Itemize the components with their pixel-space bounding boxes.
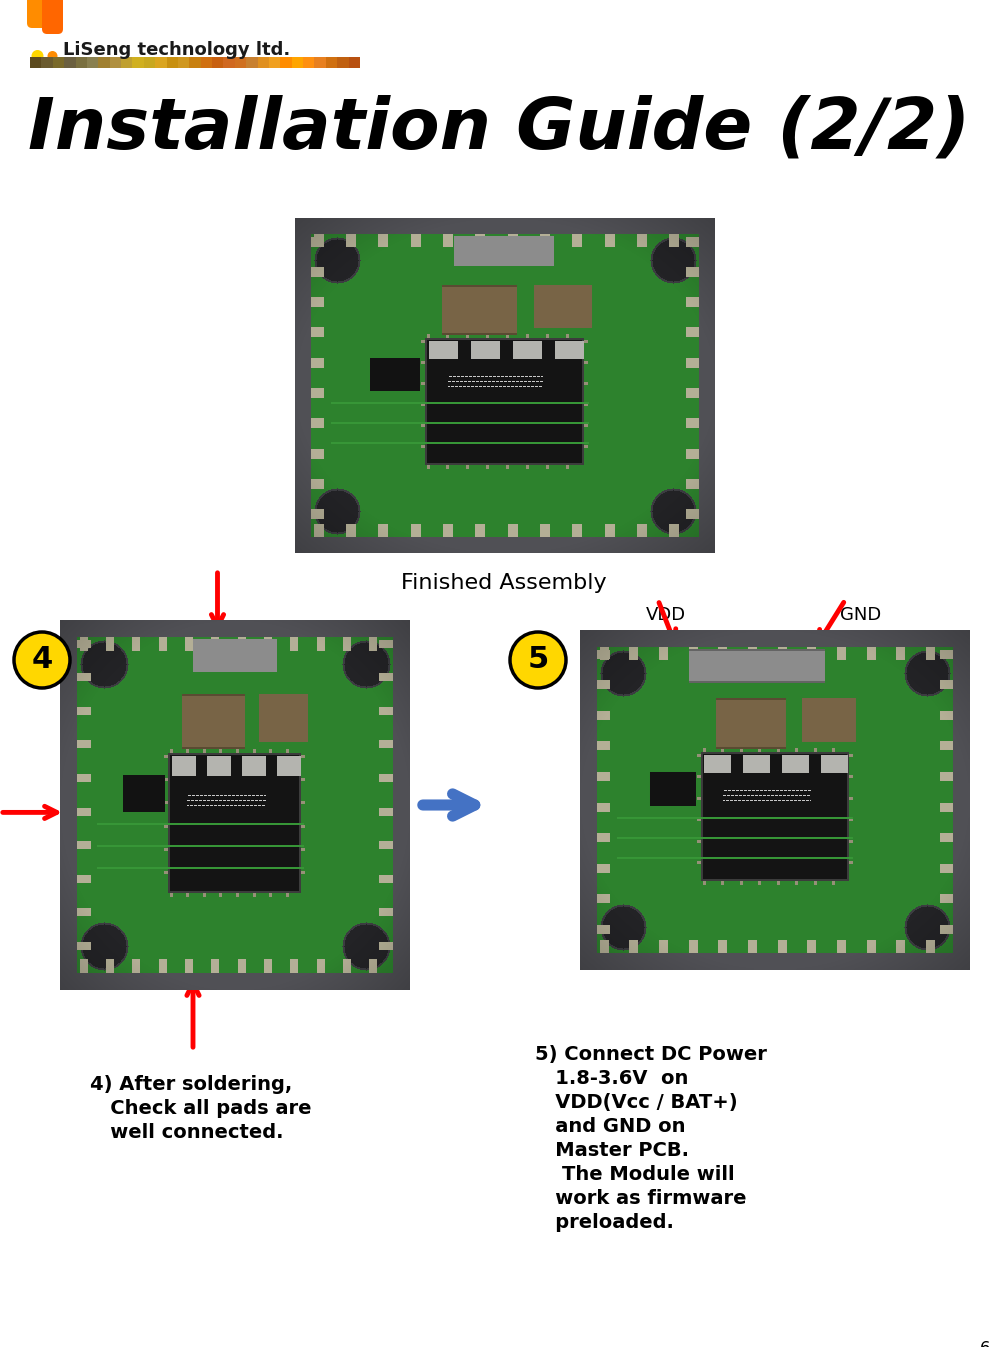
Bar: [190, 57, 202, 67]
FancyBboxPatch shape: [42, 0, 62, 34]
Bar: [280, 57, 292, 67]
Text: 4) After soldering,: 4) After soldering,: [90, 1075, 292, 1094]
Bar: [65, 57, 76, 67]
FancyBboxPatch shape: [27, 0, 48, 28]
Bar: [52, 57, 65, 67]
Text: GND: GND: [841, 606, 881, 624]
Bar: [201, 57, 213, 67]
Bar: [246, 57, 258, 67]
Text: 6: 6: [980, 1340, 990, 1347]
Text: Finished Assembly: Finished Assembly: [401, 572, 607, 593]
Bar: [110, 57, 122, 67]
Bar: [41, 57, 53, 67]
Circle shape: [510, 632, 566, 688]
Text: VDD: VDD: [646, 606, 685, 624]
Text: Check all pads are: Check all pads are: [90, 1099, 311, 1118]
Bar: [76, 57, 88, 67]
Bar: [258, 57, 269, 67]
Text: VDD(Vcc / BAT+): VDD(Vcc / BAT+): [535, 1092, 738, 1113]
Bar: [338, 57, 349, 67]
Text: preloaded.: preloaded.: [535, 1214, 674, 1233]
Bar: [349, 57, 361, 67]
Text: LiSeng technology ltd.: LiSeng technology ltd.: [62, 40, 290, 59]
Circle shape: [14, 632, 70, 688]
Text: work as firmware: work as firmware: [535, 1189, 747, 1208]
Bar: [212, 57, 224, 67]
Text: and GND on: and GND on: [535, 1117, 685, 1136]
Bar: [314, 57, 327, 67]
Bar: [121, 57, 133, 67]
Text: 1.8-3.6V  on: 1.8-3.6V on: [535, 1070, 688, 1088]
Text: The Module will: The Module will: [535, 1165, 735, 1184]
Bar: [235, 57, 247, 67]
Text: 5) Connect DC Power: 5) Connect DC Power: [535, 1045, 767, 1064]
Text: Installation Guide (2/2): Installation Guide (2/2): [28, 96, 971, 164]
Text: Master PCB.: Master PCB.: [535, 1141, 689, 1160]
Bar: [155, 57, 167, 67]
Bar: [178, 57, 190, 67]
Bar: [144, 57, 155, 67]
Bar: [166, 57, 178, 67]
Text: 4: 4: [31, 645, 52, 675]
Circle shape: [31, 50, 43, 62]
Bar: [30, 57, 42, 67]
Bar: [291, 57, 303, 67]
Text: well connected.: well connected.: [90, 1123, 283, 1142]
Bar: [303, 57, 314, 67]
Bar: [224, 57, 235, 67]
Bar: [98, 57, 110, 67]
Bar: [269, 57, 281, 67]
Bar: [87, 57, 99, 67]
Bar: [326, 57, 338, 67]
Bar: [132, 57, 144, 67]
Text: 5: 5: [527, 645, 548, 675]
Circle shape: [47, 51, 57, 61]
